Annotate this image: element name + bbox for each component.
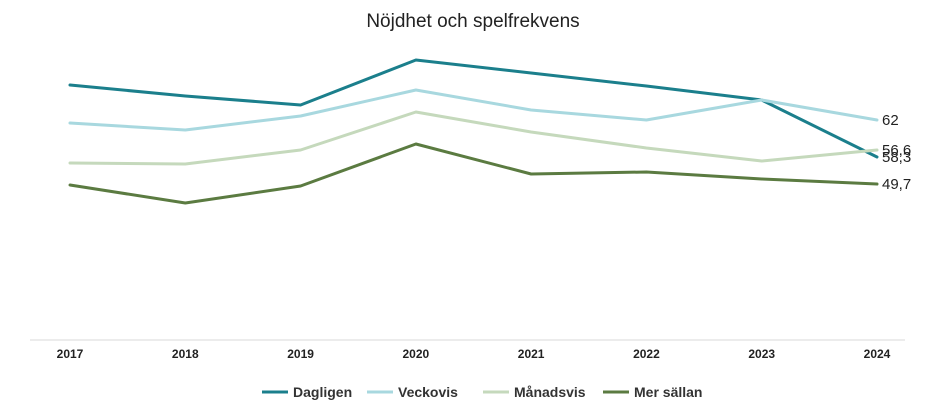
legend-label: Mer sällan [634, 384, 702, 400]
x-tick-label: 2018 [172, 347, 199, 361]
series-end-label: 58,3 [882, 149, 911, 166]
series-end-label: 56,6 [882, 142, 911, 159]
x-tick-label: 2019 [287, 347, 314, 361]
legend-label: Månadsvis [514, 384, 586, 400]
x-tick-label: 2017 [57, 347, 84, 361]
x-tick-label: 2021 [518, 347, 545, 361]
x-tick-label: 2024 [864, 347, 891, 361]
x-tick-label: 2020 [403, 347, 430, 361]
series-end-label: 62 [882, 112, 899, 129]
series-end-label: 49,7 [882, 176, 911, 193]
legend-label: Veckovis [398, 384, 458, 400]
series-line [68, 110, 879, 166]
x-tick-label: 2022 [633, 347, 660, 361]
series-line [68, 58, 879, 159]
end-label-layer: 58,3 62 56,6 49,7 [882, 112, 911, 193]
chart-title: Nöjdhet och spelfrekvens [366, 11, 579, 32]
series-line [68, 88, 879, 132]
x-tick-label: 2023 [748, 347, 775, 361]
legend: Dagligen Veckovis Månadsvis Mer sällan [262, 384, 702, 400]
x-tick-layer: 2017 2018 2019 2020 2021 2022 2023 2024 [57, 347, 891, 361]
series-layer [68, 58, 879, 205]
series-line [68, 142, 879, 205]
legend-label: Dagligen [293, 384, 352, 400]
